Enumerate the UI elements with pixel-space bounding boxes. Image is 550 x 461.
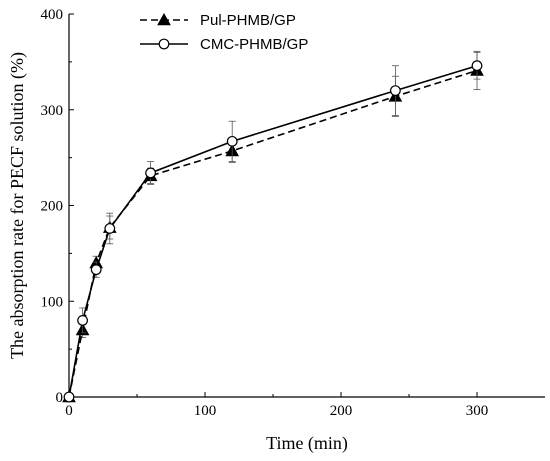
x-tick-label: 200 (330, 403, 353, 419)
data-point (226, 135, 238, 147)
legend-marker (158, 38, 170, 50)
legend: Pul-PHMB/GP CMC-PHMB/GP (140, 12, 308, 53)
y-tick-label: 100 (41, 294, 64, 310)
legend-label: Pul-PHMB/GP (200, 12, 296, 29)
series-line (68, 64, 478, 398)
series-0 (62, 50, 484, 403)
series-1 (63, 51, 483, 403)
data-point (145, 167, 157, 179)
y-tick-label: 400 (41, 7, 64, 23)
x-tick-label: 300 (466, 403, 489, 419)
y-ticks: 0 100 200 300 400 (41, 7, 74, 406)
legend-label: CMC-PHMB/GP (200, 36, 308, 53)
x-tick-label: 0 (65, 403, 73, 419)
series-line (68, 69, 478, 398)
data-point (390, 85, 401, 96)
y-tick-label: 300 (41, 103, 64, 119)
data-point (471, 60, 483, 72)
y-tick-label: 200 (41, 199, 64, 215)
data-point (90, 264, 102, 276)
x-axis-label: Time (min) (266, 433, 348, 454)
series-layer (62, 50, 484, 403)
data-point (63, 391, 75, 403)
x-ticks: 0 100 200 300 (65, 392, 488, 419)
data-point (104, 223, 116, 234)
legend-marker (157, 12, 171, 26)
y-axis-label: The absorption rate for PECF solution (%… (7, 52, 28, 359)
y-tick-label: 0 (56, 390, 64, 406)
x-tick-label: 100 (194, 403, 217, 419)
data-point (77, 315, 88, 326)
